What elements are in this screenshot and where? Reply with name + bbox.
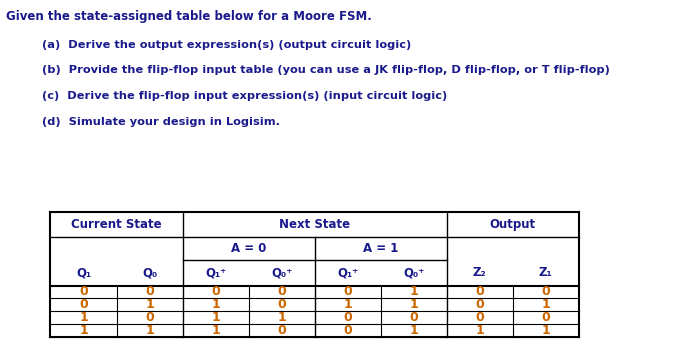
Text: Q₁: Q₁ [76, 266, 91, 279]
Text: Z₂: Z₂ [473, 266, 487, 279]
Text: 1: 1 [277, 311, 286, 324]
Text: 0: 0 [211, 286, 220, 299]
Text: 0: 0 [277, 286, 286, 299]
Text: 0: 0 [79, 286, 88, 299]
Text: Z₁: Z₁ [539, 266, 553, 279]
Text: 1: 1 [475, 324, 484, 337]
Text: Given the state-assigned table below for a Moore FSM.: Given the state-assigned table below for… [6, 10, 372, 23]
Text: 0: 0 [344, 311, 352, 324]
Text: (c)  Derive the flip-flop input expression(s) (input circuit logic): (c) Derive the flip-flop input expressio… [42, 91, 447, 101]
Text: Current State: Current State [71, 218, 162, 231]
Text: 1: 1 [145, 324, 154, 337]
Text: A = 1: A = 1 [363, 242, 398, 255]
Text: 0: 0 [541, 311, 550, 324]
Text: 1: 1 [211, 324, 220, 337]
Text: 1: 1 [409, 286, 418, 299]
Text: 1: 1 [79, 324, 88, 337]
Text: 0: 0 [409, 311, 418, 324]
Text: 1: 1 [211, 311, 220, 324]
Text: 0: 0 [145, 286, 154, 299]
Text: 0: 0 [475, 298, 484, 311]
Text: 0: 0 [344, 286, 352, 299]
Text: (d)  Simulate your design in Logisim.: (d) Simulate your design in Logisim. [42, 117, 279, 127]
Text: 0: 0 [79, 298, 88, 311]
Text: 0: 0 [277, 298, 286, 311]
Text: 1: 1 [211, 298, 220, 311]
Text: 0: 0 [277, 324, 286, 337]
Text: (b)  Provide the flip-flop input table (you can use a JK flip-flop, D flip-flop,: (b) Provide the flip-flop input table (y… [42, 65, 610, 75]
Text: 0: 0 [145, 311, 154, 324]
Text: 1: 1 [145, 298, 154, 311]
Text: 1: 1 [79, 311, 88, 324]
Text: (a)  Derive the output expression(s) (output circuit logic): (a) Derive the output expression(s) (out… [42, 40, 411, 50]
Text: 1: 1 [409, 298, 418, 311]
Text: 1: 1 [541, 324, 550, 337]
Text: 0: 0 [344, 324, 352, 337]
Text: 1: 1 [541, 298, 550, 311]
Text: Q₀⁺: Q₀⁺ [271, 266, 292, 279]
Text: Next State: Next State [279, 218, 350, 231]
Text: Q₁⁺: Q₁⁺ [205, 266, 226, 279]
Text: A = 0: A = 0 [231, 242, 266, 255]
Text: 0: 0 [475, 286, 484, 299]
Text: 0: 0 [475, 311, 484, 324]
Text: Q₀⁺: Q₀⁺ [403, 266, 425, 279]
Text: Q₀: Q₀ [142, 266, 157, 279]
Text: 0: 0 [541, 286, 550, 299]
Text: 1: 1 [409, 324, 418, 337]
Text: Q₁⁺: Q₁⁺ [337, 266, 358, 279]
Text: 1: 1 [344, 298, 352, 311]
Text: Output: Output [489, 218, 536, 231]
